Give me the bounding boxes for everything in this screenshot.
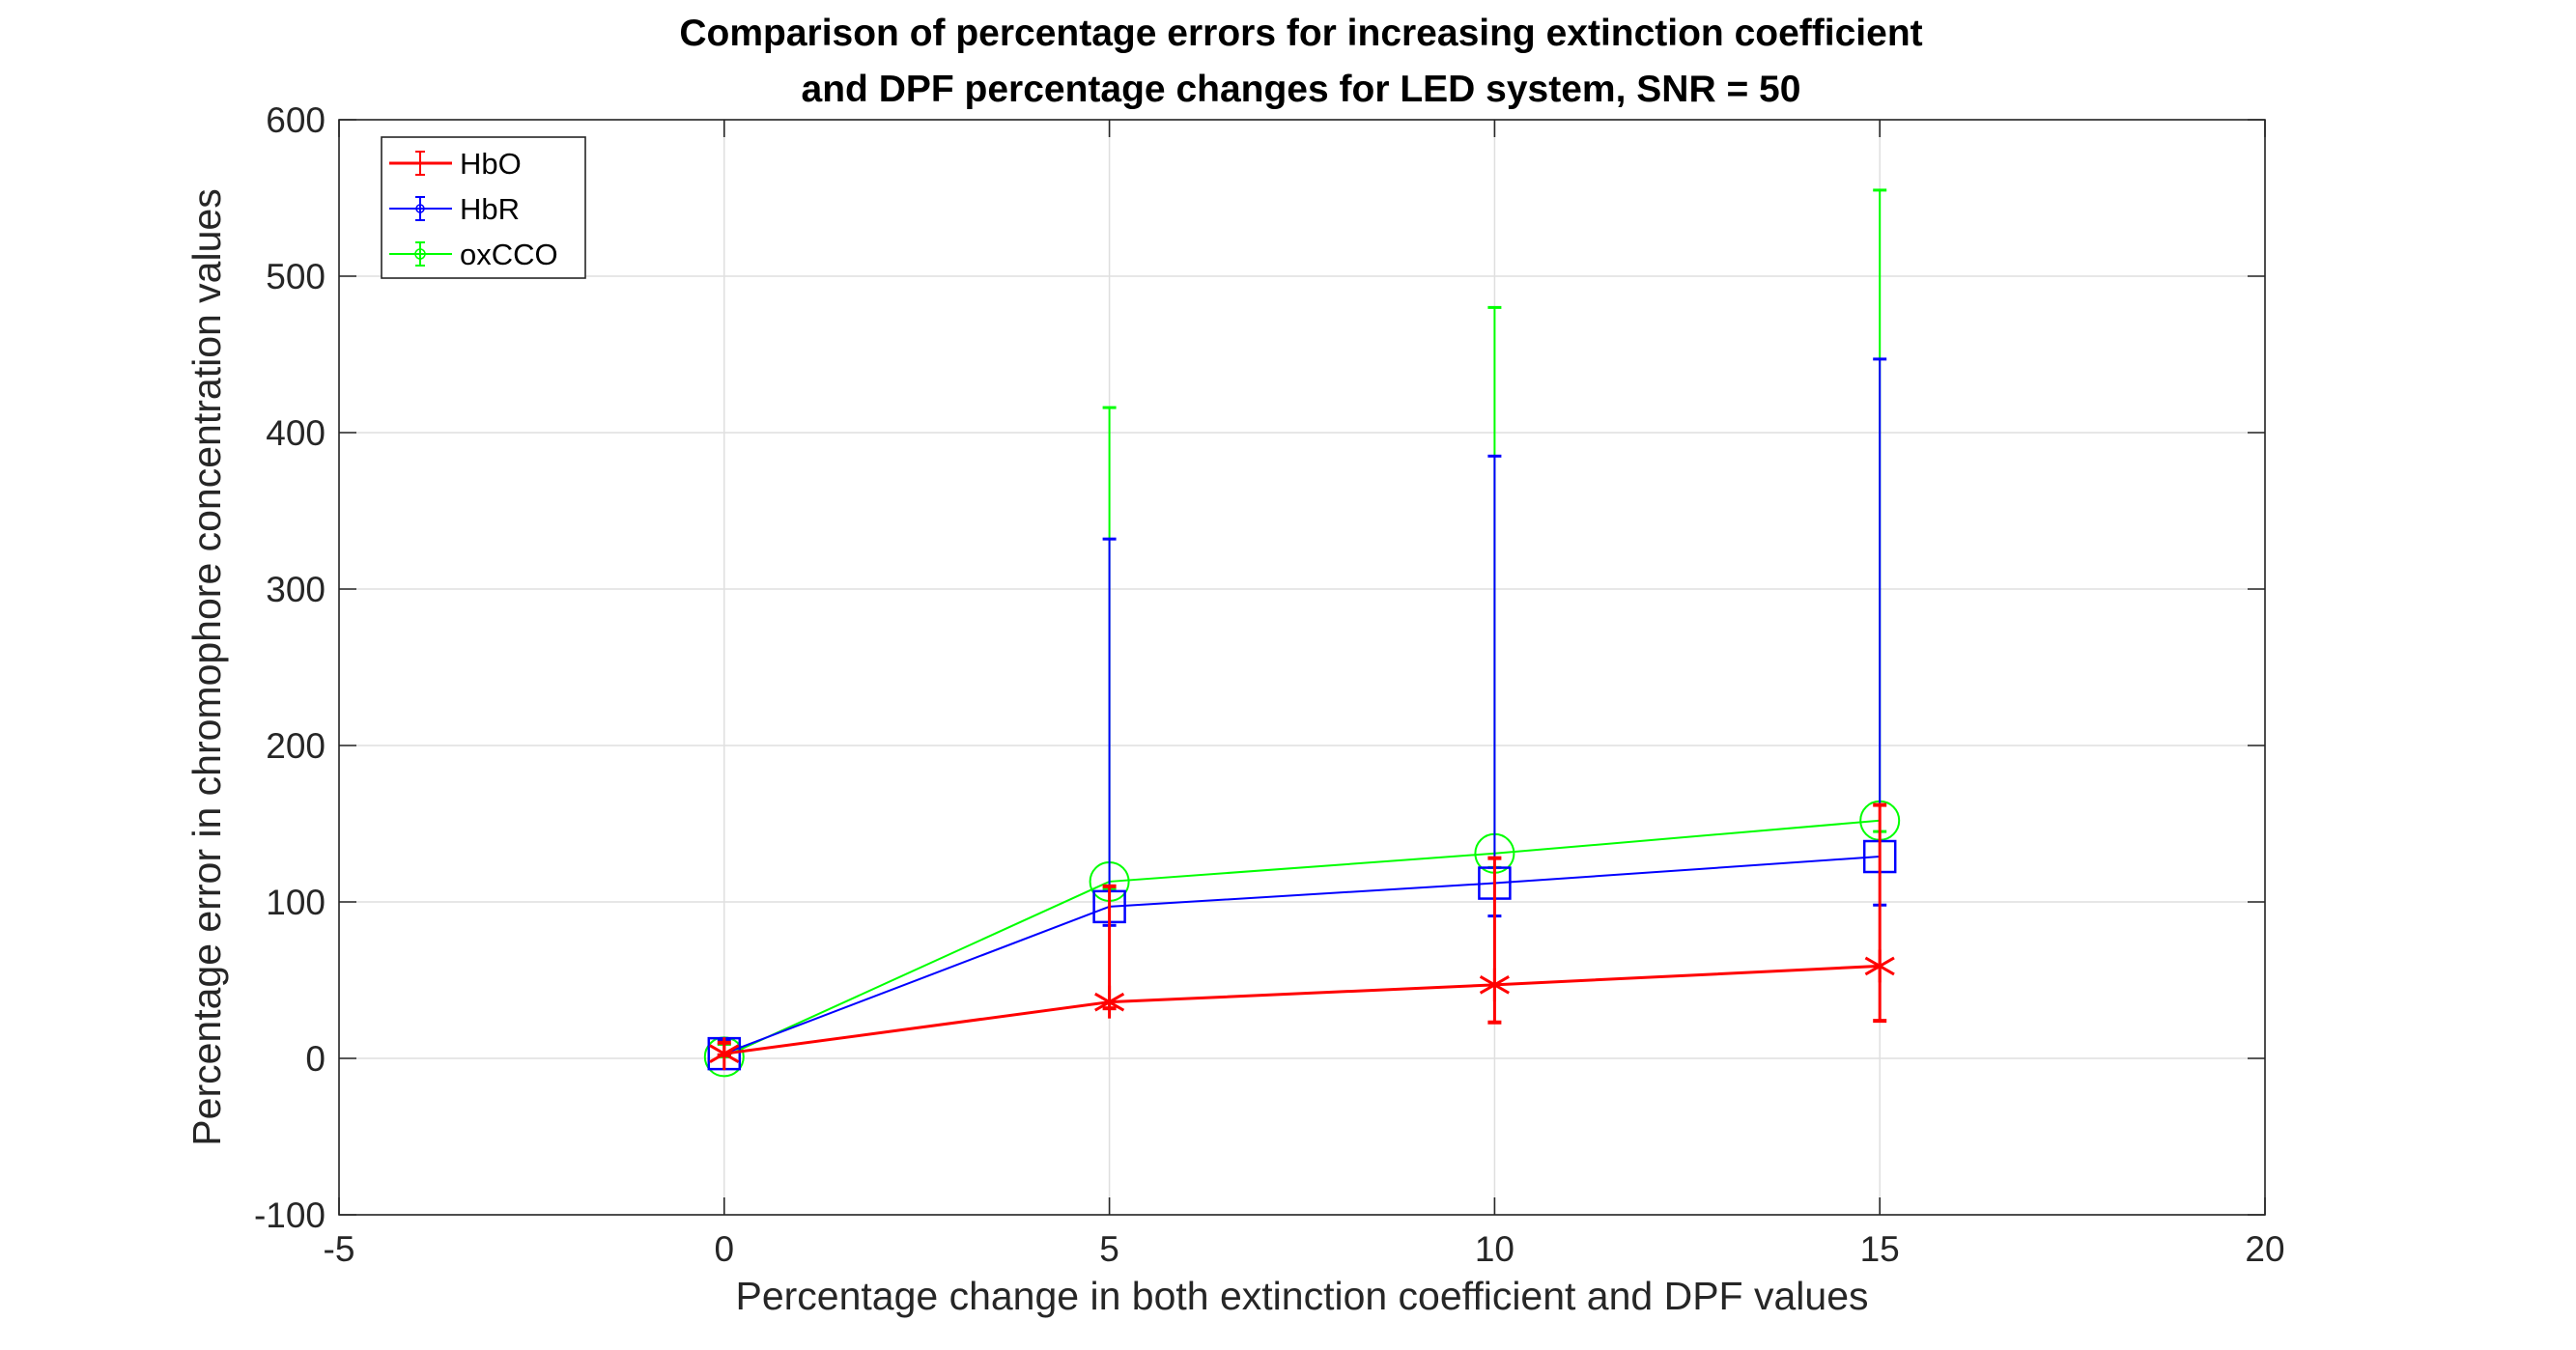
plot-area (339, 120, 2265, 1215)
legend-label-hbr: HbR (460, 192, 520, 226)
y-tick-label: 500 (266, 257, 326, 296)
legend-entry-hbr: HbR (389, 192, 520, 226)
y-tick-label: 300 (266, 570, 326, 609)
chart-title-line-2: and DPF percentage changes for LED syste… (802, 69, 1801, 110)
x-axis-label: Percentage change in both extinction coe… (735, 1274, 1868, 1318)
legend-entry-hbo: HbO (389, 147, 522, 181)
x-tick-label: 5 (1099, 1229, 1119, 1269)
star-stroke-hbo (1094, 992, 1125, 1012)
legend-marker-oxcco (414, 248, 426, 260)
series-hbo (709, 802, 1895, 1071)
y-tick-label: 400 (266, 413, 326, 453)
x-tick-label: 20 (2245, 1229, 2284, 1269)
legend-marker-hbr (415, 204, 425, 213)
series-hbr (707, 357, 1897, 1071)
y-tick-label: -100 (254, 1195, 326, 1235)
y-tick-label: 200 (266, 726, 326, 766)
star-stroke-hbo (709, 1044, 740, 1063)
plot-frame (338, 119, 2266, 1216)
series-line-hbr (723, 856, 1881, 1055)
legend-label-oxcco: oxCCO (460, 238, 558, 271)
data-point-hbo (1479, 968, 1510, 1001)
y-tick-label: 0 (305, 1039, 326, 1079)
series-layer (703, 188, 1901, 1078)
data-point-hbo (1864, 949, 1895, 983)
star-stroke-hbo (1864, 956, 1895, 976)
legend-label-hbo: HbO (460, 147, 522, 181)
y-tick-label: 600 (266, 100, 326, 140)
x-tick-label: 0 (715, 1229, 735, 1269)
series-line-oxcco (723, 819, 1881, 1058)
y-axis-label: Percentage error in chromophore concentr… (184, 188, 229, 1145)
series-line-hbo (723, 964, 1881, 1055)
y-tick-label: 100 (266, 883, 326, 922)
legend-entry-oxcco: oxCCO (389, 238, 558, 271)
data-point-hbo (1094, 985, 1125, 1019)
legend: HbO HbR oxCCO (381, 136, 586, 279)
x-tick-label: 10 (1475, 1229, 1514, 1269)
x-tick-label: -5 (324, 1229, 355, 1269)
chart-title-line-1: Comparison of percentage errors for incr… (679, 13, 1922, 54)
x-tick-label: 15 (1860, 1229, 1900, 1269)
star-stroke-hbo (1479, 975, 1510, 995)
data-point-hbo (709, 1037, 740, 1071)
tick-label-layer: -5 0 5 10 15 20 -100 0 100 200 300 400 500 600 (254, 100, 2285, 1269)
